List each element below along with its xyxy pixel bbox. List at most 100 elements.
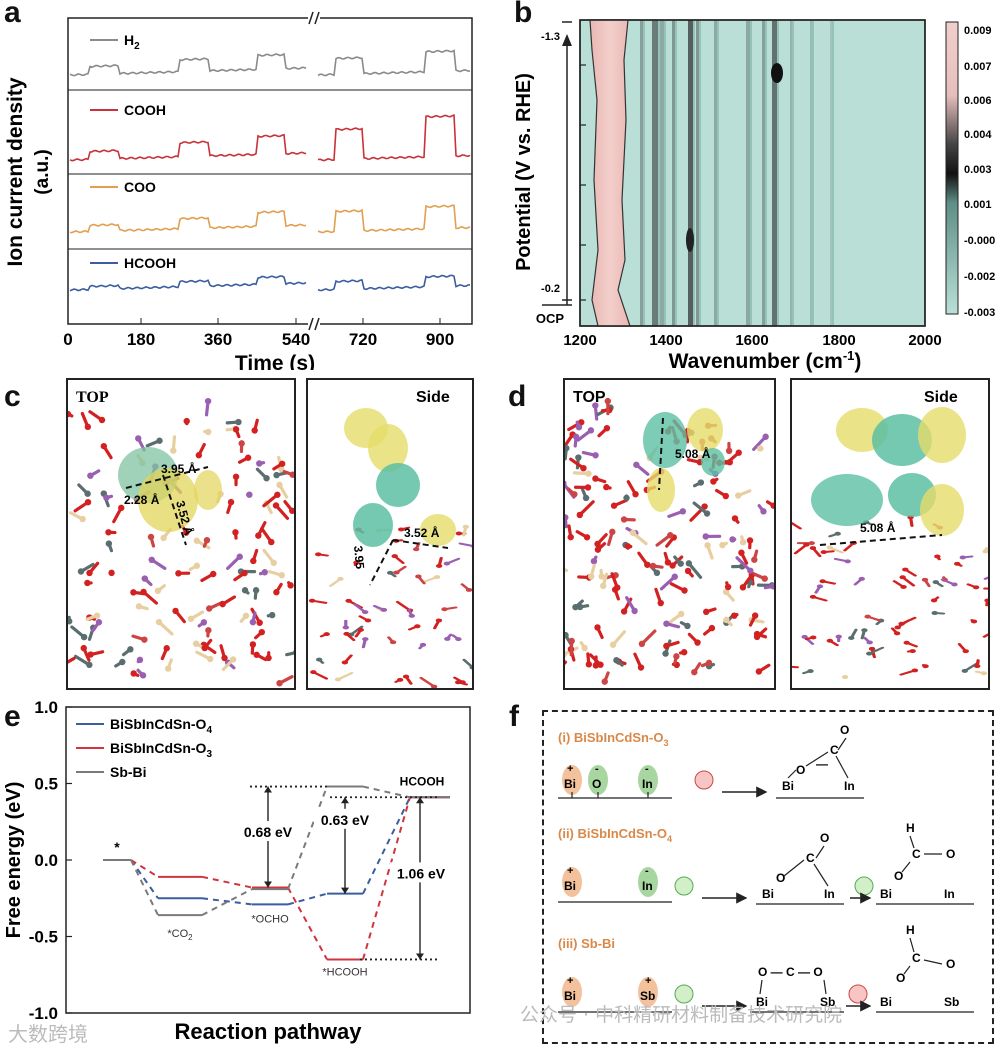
f-i-o: O xyxy=(592,777,601,791)
b-xlabel: Wavenumber (cm-1) xyxy=(669,348,862,373)
watermark-left: 大数跨境 xyxy=(8,1018,88,1047)
svg-text:O: O xyxy=(840,723,849,737)
legend-hcooh: HCOOH xyxy=(124,255,176,271)
trace-h2 xyxy=(70,54,306,76)
legend-o3: BiSbInCdSn-O3 xyxy=(110,740,212,760)
path-bisbincdsn-o4-0 xyxy=(131,860,158,898)
structure-d-side: Side 5.08 Å xyxy=(792,380,988,688)
svg-text:In: In xyxy=(844,779,855,793)
structure-c-side: Side 3.52 Å 3.95 xyxy=(308,380,472,688)
panel-b: -1.3 -0.2 OCP Potential (V vs. RHE) 1200… xyxy=(500,0,1000,375)
a-xtick-720: 720 xyxy=(349,330,377,349)
svg-text:H: H xyxy=(906,923,915,937)
b-ylabel: Potential (V vs. RHE) xyxy=(513,73,535,271)
path-bisbincdsn-o3-1 xyxy=(202,877,252,888)
svg-text:O: O xyxy=(796,763,805,777)
e-label-hcooh: HCOOH xyxy=(400,774,445,788)
svg-text:+: + xyxy=(567,865,573,877)
a-xtick-0: 0 xyxy=(63,330,72,349)
a-xtick-180: 180 xyxy=(127,330,155,349)
e-label-hcooh-ads: *HCOOH xyxy=(322,966,367,978)
legend-cooh: COOH xyxy=(124,102,166,118)
trace-cooh xyxy=(70,135,306,161)
c-side-label: Side xyxy=(416,389,450,406)
svg-text:O: O xyxy=(946,957,955,971)
svg-text:O — C — O: O — C — O xyxy=(758,965,823,979)
trace-coo xyxy=(318,205,470,232)
a-xlabel: Time (s) xyxy=(235,352,315,370)
svg-text:H: H xyxy=(906,821,915,835)
svg-text:Bi: Bi xyxy=(762,887,774,901)
e-xlabel: Reaction pathway xyxy=(174,1019,362,1044)
watermark-right: 公众号 · 中科精研材料制备技术研究院 xyxy=(520,1000,842,1027)
c-top-label: TOP xyxy=(76,389,109,406)
d-top-label: TOP xyxy=(573,389,606,406)
path-bisbincdsn-o3-2 xyxy=(288,888,327,960)
e-ytick-0: 1.0 xyxy=(34,698,58,717)
svg-text:-: - xyxy=(645,763,649,775)
a-ylabel-unit: (a.u.) xyxy=(32,149,53,194)
b-ocp: OCP xyxy=(536,311,565,326)
d-side-label: Side xyxy=(924,389,958,406)
path-bisbincdsn-o3-0 xyxy=(131,860,158,877)
a-ylabel: Ion current density xyxy=(4,77,27,266)
legend-h2: H2 xyxy=(124,32,140,52)
svg-text:O: O xyxy=(776,871,785,885)
a-xtick-360: 360 xyxy=(204,330,232,349)
trace-cooh xyxy=(318,115,470,161)
svg-text:O: O xyxy=(894,869,903,883)
panel-label-c: c xyxy=(4,380,21,414)
c-dist-2: 2.28 Å xyxy=(124,492,160,507)
panel-f: (i) BiSbInCdSn-O3 Bi O In +-- O — C O Bi… xyxy=(542,710,994,1044)
b-xtick-1800: 1800 xyxy=(822,332,855,349)
svg-text:O: O xyxy=(946,847,955,861)
cbar-tick-2: 0.006 xyxy=(964,95,992,107)
svg-text:C: C xyxy=(912,847,921,861)
panel-c-top: TOP 3.95 Å 2.28 Å 3.52 Å xyxy=(66,378,296,690)
panel-label-d: d xyxy=(508,380,526,414)
svg-text:O: O xyxy=(820,831,829,845)
cbar-tick-0: 0.009 xyxy=(964,25,992,37)
cbar-tick-6: -0.000 xyxy=(964,235,995,247)
f-title-i: (i) BiSbInCdSn-O3 xyxy=(558,730,668,748)
panel-d-top: TOP 5.08 Å xyxy=(563,378,776,690)
e-annot-106: 1.06 eV xyxy=(397,865,446,881)
e-annot-068: 0.68 eV xyxy=(244,824,293,840)
svg-text:Sb: Sb xyxy=(944,995,959,1009)
svg-text:In: In xyxy=(944,887,955,901)
svg-text:Bi: Bi xyxy=(782,779,794,793)
svg-text:C: C xyxy=(912,951,921,965)
structure-c-top: TOP 3.95 Å 2.28 Å 3.52 Å xyxy=(68,380,294,688)
b-xtick-1600: 1600 xyxy=(735,332,768,349)
b-ytop: -1.3 xyxy=(541,31,560,43)
d-dist-1: 5.08 Å xyxy=(675,446,711,461)
b-ybottom: -0.2 xyxy=(541,283,560,295)
svg-text:+: + xyxy=(645,975,651,987)
svg-text:Bi: Bi xyxy=(880,887,892,901)
svg-text:In: In xyxy=(824,887,835,901)
f-i-in: In xyxy=(642,777,653,791)
trace-h2 xyxy=(318,50,470,75)
cbar-tick-7: -0.002 xyxy=(964,271,995,283)
cbar-tick-4: 0.003 xyxy=(964,164,992,176)
legend-sbbi: Sb-Bi xyxy=(110,764,147,780)
e-annot-063: 0.63 eV xyxy=(321,812,370,828)
f-i-bi: Bi xyxy=(564,777,576,791)
panel-d-side: Side 5.08 Å xyxy=(790,378,990,690)
a-xtick-540: 540 xyxy=(282,330,310,349)
svg-text:-: - xyxy=(645,865,649,877)
svg-text:C: C xyxy=(830,743,839,757)
legend-o4: BiSbInCdSn-O4 xyxy=(110,716,212,736)
e-ytick-1: 0.5 xyxy=(34,775,58,794)
trace-hcooh xyxy=(70,276,306,291)
ion-current-chart: H2 COOH COO HCOOH 0 180 360 540 720 900 … xyxy=(0,0,485,370)
cbar-tick-5: 0.001 xyxy=(964,199,992,211)
panel-a: H2 COOH COO HCOOH 0 180 360 540 720 900 … xyxy=(0,0,485,370)
svg-text:In: In xyxy=(642,879,653,893)
e-ytick-3: -0.5 xyxy=(29,928,58,947)
e-label-star: * xyxy=(114,839,120,855)
b-xtick-2000: 2000 xyxy=(908,332,941,349)
f-title-ii: (ii) BiSbInCdSn-O4 xyxy=(558,826,672,844)
b-xtick-1200: 1200 xyxy=(563,332,596,349)
